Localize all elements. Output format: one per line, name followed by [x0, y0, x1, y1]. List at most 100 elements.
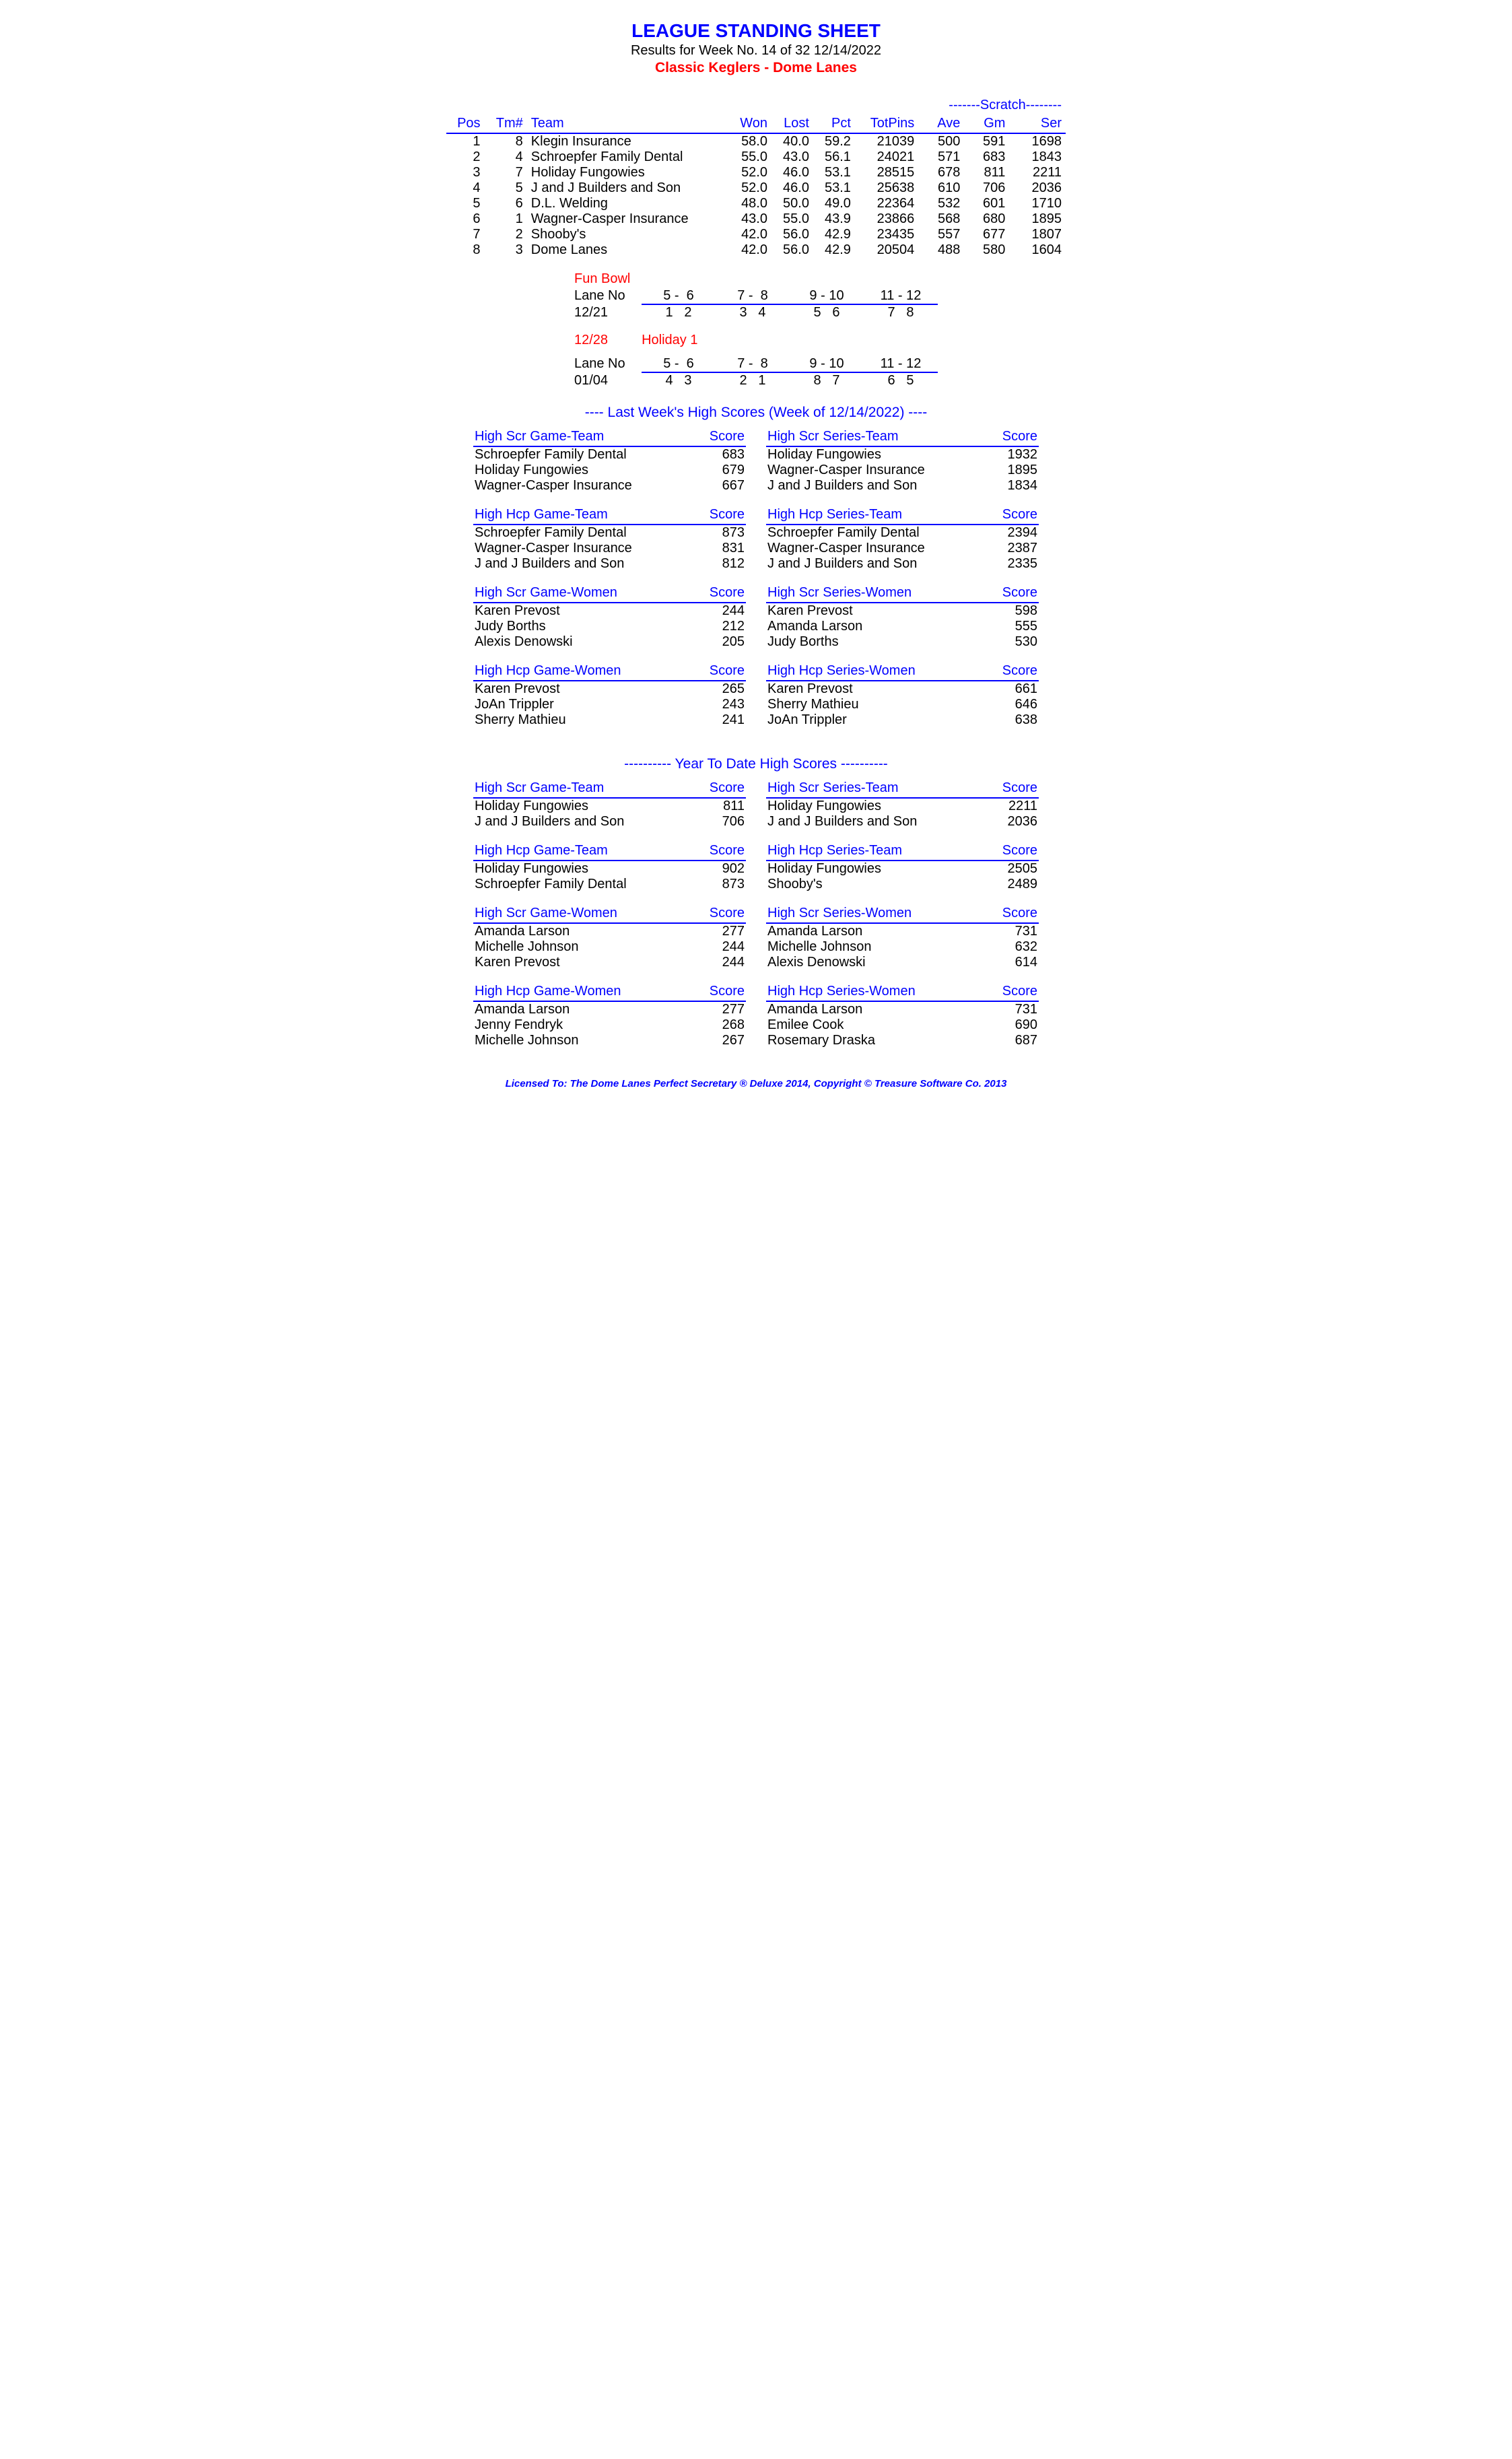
cell-ave: 557 — [918, 227, 964, 242]
score-value: 598 — [983, 603, 1039, 619]
score-value: 812 — [694, 556, 746, 572]
cell-team: Shooby's — [527, 227, 728, 242]
cell-ser: 2211 — [1009, 165, 1066, 180]
score-title: High Hcp Game-Women — [473, 982, 691, 1001]
score-name: JoAn Trippler — [766, 712, 984, 728]
cell-pct: 49.0 — [813, 196, 855, 211]
score-row: Alexis Denowski205 — [473, 634, 746, 650]
score-row: Judy Borths212 — [473, 619, 746, 634]
col-ser: Ser — [1009, 114, 1066, 133]
standings-row: 18Klegin Insurance58.040.059.22103950059… — [446, 133, 1066, 149]
cell-pos: 4 — [446, 180, 485, 196]
cell-pct: 59.2 — [813, 133, 855, 149]
score-value: 265 — [691, 681, 746, 697]
cell-pct: 42.9 — [813, 227, 855, 242]
cell-ave: 610 — [918, 180, 964, 196]
score-name: JoAn Trippler — [473, 697, 691, 712]
cell-ser: 1895 — [1009, 211, 1066, 227]
score-name: Judy Borths — [473, 619, 689, 634]
score-name: J and J Builders and Son — [473, 814, 691, 830]
cell-tm: 6 — [485, 196, 527, 211]
score-row: Karen Prevost265 — [473, 681, 746, 697]
cell-ser: 1604 — [1009, 242, 1066, 258]
cell-totpins: 21039 — [855, 133, 918, 149]
cell-ser: 1710 — [1009, 196, 1066, 211]
score-row: Amanda Larson277 — [473, 1001, 746, 1017]
cell-gm: 811 — [964, 165, 1009, 180]
cell-ave: 488 — [918, 242, 964, 258]
cell-won: 52.0 — [728, 165, 771, 180]
col-pos: Pos — [446, 114, 485, 133]
score-value: 811 — [691, 798, 746, 814]
cell-tm: 4 — [485, 149, 527, 165]
cell-team: Dome Lanes — [527, 242, 728, 258]
cell-pct: 53.1 — [813, 180, 855, 196]
score-value: 1834 — [987, 478, 1039, 494]
score-name: Michelle Johnson — [473, 1033, 691, 1048]
cell-lost: 46.0 — [771, 165, 813, 180]
score-row: Holiday Fungowies1932 — [766, 446, 1039, 463]
score-name: Shooby's — [766, 877, 980, 892]
score-table: High Hcp Series-WomenScoreAmanda Larson7… — [766, 982, 1039, 1048]
score-value: 244 — [689, 603, 746, 619]
score-title: High Hcp Game-Team — [473, 842, 692, 861]
score-value: 243 — [691, 697, 746, 712]
score-name: Alexis Denowski — [473, 634, 689, 650]
score-label: Score — [983, 584, 1039, 603]
score-table: High Scr Game-TeamScoreSchroepfer Family… — [473, 428, 746, 494]
cell-totpins: 20504 — [855, 242, 918, 258]
lane-cell: 5 - 6 — [642, 356, 716, 372]
score-value: 873 — [694, 525, 746, 541]
score-table: High Scr Series-WomenScoreAmanda Larson7… — [766, 904, 1039, 970]
score-row: Karen Prevost244 — [473, 955, 746, 970]
lane-cell: 7 8 — [864, 305, 938, 321]
lane-cell: 7 - 8 — [716, 288, 790, 304]
league-name: Classic Keglers - Dome Lanes — [446, 60, 1066, 76]
cell-tm: 2 — [485, 227, 527, 242]
score-name: Karen Prevost — [473, 681, 691, 697]
score-label: Score — [691, 779, 746, 798]
cell-pos: 3 — [446, 165, 485, 180]
col-ave: Ave — [918, 114, 964, 133]
lane-cell: 11 - 12 — [864, 356, 938, 372]
score-row: Schroepfer Family Dental873 — [473, 525, 746, 541]
score-label: Score — [987, 428, 1039, 446]
score-row: Amanda Larson731 — [766, 1001, 1039, 1017]
cell-gm: 591 — [964, 133, 1009, 149]
cell-ave: 500 — [918, 133, 964, 149]
score-title: High Scr Series-Women — [766, 584, 983, 603]
cell-gm: 680 — [964, 211, 1009, 227]
score-row: Amanda Larson277 — [473, 923, 746, 939]
cell-ser: 2036 — [1009, 180, 1066, 196]
score-name: Sherry Mathieu — [766, 697, 984, 712]
cell-ser: 1807 — [1009, 227, 1066, 242]
score-value: 687 — [984, 1033, 1039, 1048]
score-title: High Hcp Game-Team — [473, 506, 694, 525]
score-row: Alexis Denowski614 — [766, 955, 1039, 970]
score-name: Schroepfer Family Dental — [473, 877, 692, 892]
score-name: Wagner-Casper Insurance — [473, 478, 694, 494]
score-value: 706 — [691, 814, 746, 830]
cell-pos: 2 — [446, 149, 485, 165]
score-name: J and J Builders and Son — [473, 556, 694, 572]
score-row: Wagner-Casper Insurance1895 — [766, 463, 1039, 478]
cell-team: Wagner-Casper Insurance — [527, 211, 728, 227]
col-won: Won — [728, 114, 771, 133]
score-name: Holiday Fungowies — [766, 446, 987, 463]
score-value: 2489 — [980, 877, 1039, 892]
cell-pct: 53.1 — [813, 165, 855, 180]
score-name: Wagner-Casper Insurance — [473, 541, 694, 556]
score-name: Karen Prevost — [766, 603, 983, 619]
cell-totpins: 23435 — [855, 227, 918, 242]
lane-cell: 6 5 — [864, 373, 938, 389]
cell-ave: 571 — [918, 149, 964, 165]
score-table: High Hcp Game-WomenScoreKaren Prevost265… — [473, 662, 746, 728]
score-row: Rosemary Draska687 — [766, 1033, 1039, 1048]
score-name: Alexis Denowski — [766, 955, 983, 970]
score-title: High Scr Series-Team — [766, 779, 984, 798]
score-row: Michelle Johnson632 — [766, 939, 1039, 955]
cell-won: 58.0 — [728, 133, 771, 149]
col-tm: Tm# — [485, 114, 527, 133]
score-table: High Scr Series-TeamScoreHoliday Fungowi… — [766, 779, 1039, 830]
standings-row: 61Wagner-Casper Insurance43.055.043.9238… — [446, 211, 1066, 227]
